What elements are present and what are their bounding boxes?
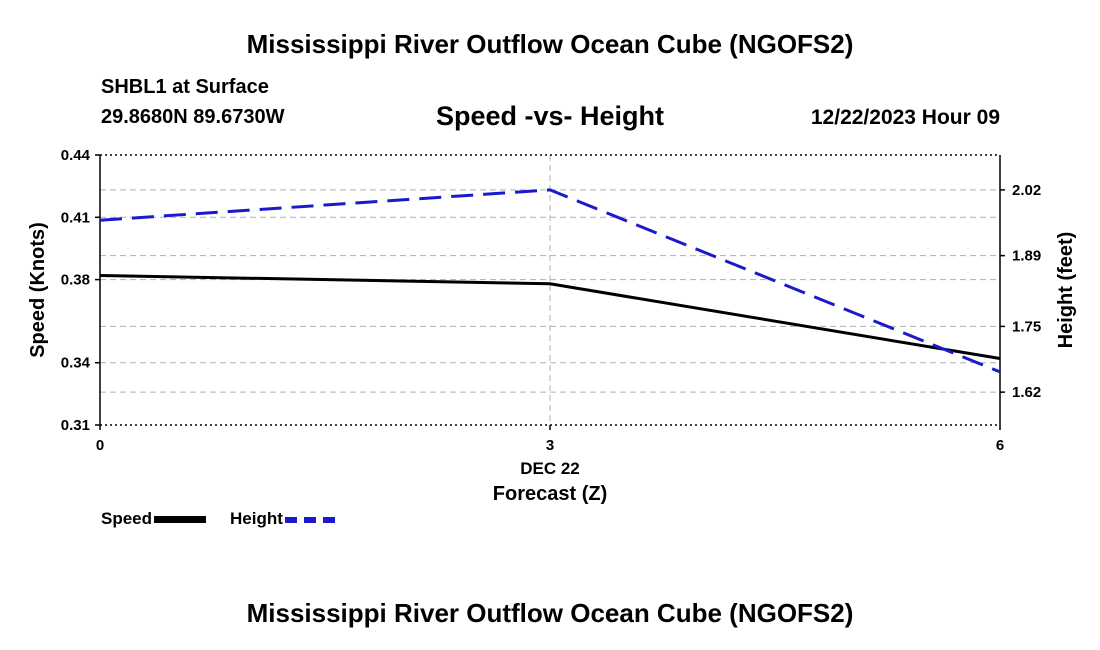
station-label: SHBL1 at Surface <box>101 76 269 98</box>
x-axis-label: Forecast (Z) <box>493 483 607 505</box>
footer-title: Mississippi River Outflow Ocean Cube (NG… <box>246 598 854 628</box>
legend-height: Height <box>230 509 335 529</box>
y2-tick-label: 1.89 <box>1012 248 1041 265</box>
station-coordinates: 29.8680N 89.6730W <box>101 106 285 128</box>
y-tick-label: 0.31 <box>61 417 90 434</box>
legend-speed-label: Speed <box>101 509 153 528</box>
x-tick-label: 6 <box>996 437 1004 454</box>
y2-tick-label: 2.02 <box>1012 182 1041 199</box>
legend-speed: Speed <box>101 509 207 529</box>
forecast-date: 12/22/2023 Hour 09 <box>810 106 1000 129</box>
legend-speed-swatch <box>154 516 207 524</box>
x-tick-label: 3 <box>546 437 554 454</box>
chart-title: Speed -vs- Height <box>435 101 665 131</box>
y-axis-label: Speed (Knots) <box>27 222 49 358</box>
y-tick-label: 0.41 <box>61 209 90 226</box>
x-axis-date-label: DEC 22 <box>520 459 580 478</box>
x-tick-label: 0 <box>96 437 104 454</box>
y-tick-label: 0.38 <box>61 272 90 289</box>
main-title: Mississippi River Outflow Ocean Cube (NG… <box>246 29 854 59</box>
legend-height-swatch <box>284 516 335 523</box>
y2-tick-label: 1.62 <box>1012 384 1041 401</box>
y2-axis-label: Height (feet) <box>1055 232 1077 349</box>
series <box>99 188 1001 374</box>
legend-height-label: Height <box>230 509 283 528</box>
ticks: 0.31 0.34 0.38 0.41 0.44 1.62 1.75 1.89 2.02 0 3 6 <box>61 147 1041 454</box>
y-tick-label: 0.34 <box>61 355 91 372</box>
y-tick-label: 0.44 <box>61 147 91 164</box>
grid <box>100 155 1000 425</box>
y2-tick-label: 1.75 <box>1012 318 1041 335</box>
